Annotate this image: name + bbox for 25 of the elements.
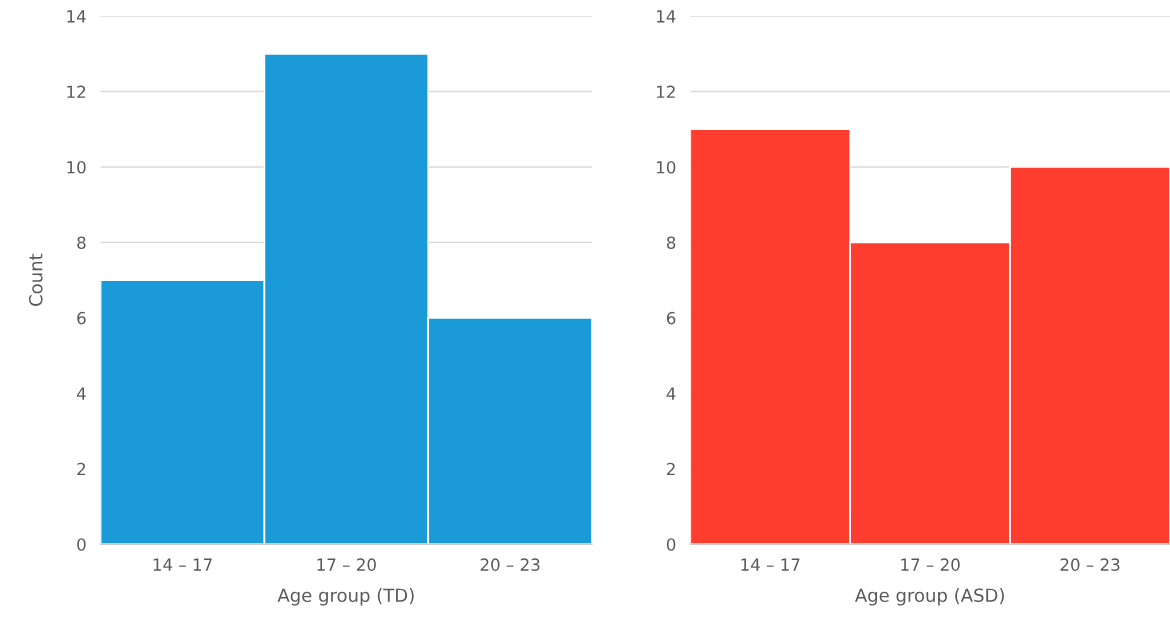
x-axis-title: Age group (ASD): [854, 588, 1004, 606]
x-tick-label: 14 – 17: [741, 558, 800, 571]
y-tick-label: 4: [666, 387, 676, 400]
y-tick-label: 4: [76, 387, 86, 400]
y-tick-label: 0: [666, 538, 676, 551]
y-tick-label: 10: [657, 160, 676, 174]
x-tick-label: 14 – 17: [153, 558, 212, 571]
y-tick-label: 12: [67, 85, 86, 98]
y-tick-label: 2: [77, 462, 86, 476]
y-tick-label: 14: [67, 10, 86, 23]
x-tick-label: 17 – 20: [317, 558, 376, 571]
y-tick-label: 2: [667, 462, 675, 476]
y-tick-label: 14: [657, 10, 676, 23]
y-axis-title: Count: [28, 253, 43, 306]
y-tick-label: 10: [67, 160, 86, 174]
y-tick-label: 6: [666, 311, 676, 325]
x-axis-title: Age group (TD): [277, 588, 414, 606]
y-tick-label: 0: [77, 538, 86, 551]
x-tick-label: 20 – 23: [480, 558, 540, 571]
x-tick-label: 20 – 23: [1060, 558, 1120, 571]
y-tick-label: 8: [666, 236, 676, 249]
x-tick-label: 17 – 20: [901, 558, 960, 571]
y-tick-label: 12: [657, 85, 675, 98]
y-tick-label: 6: [77, 311, 86, 325]
y-tick-label: 8: [77, 236, 86, 249]
